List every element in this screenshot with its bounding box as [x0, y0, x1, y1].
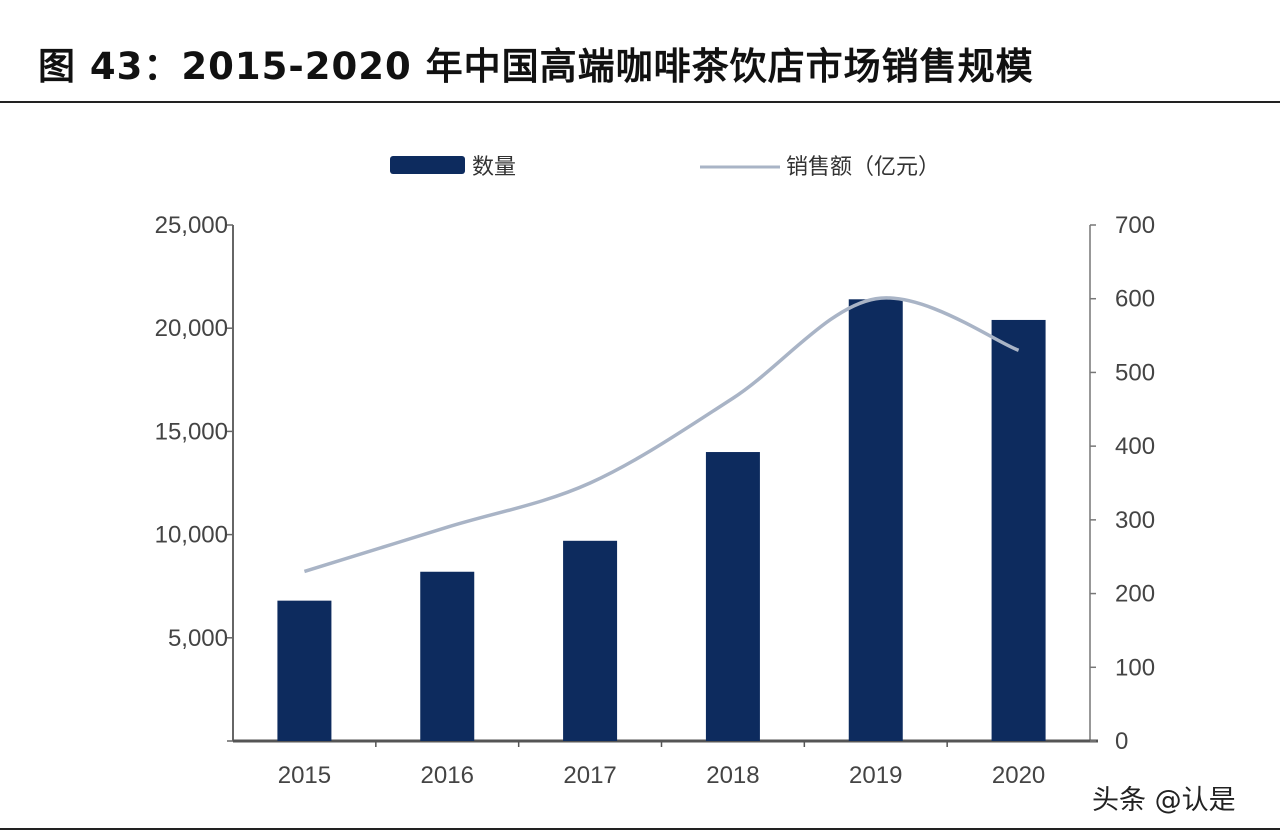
x-tick-label: 2019 [849, 762, 902, 789]
right-tick-label: 300 [1115, 507, 1155, 534]
left-tick-label: 10,000 [155, 522, 228, 549]
legend-bar-swatch [390, 156, 465, 174]
right-tick-label: 400 [1115, 433, 1155, 460]
right-tick-label: 700 [1115, 212, 1155, 239]
bar-2020 [991, 319, 1046, 741]
right-tick-label: 200 [1115, 581, 1155, 608]
right-tick-label: 600 [1115, 286, 1155, 313]
left-tick-label: 25,000 [155, 212, 228, 239]
bar-2019 [848, 299, 903, 741]
legend-line-label: 销售额（亿元） [786, 155, 940, 180]
right-tick-label: 100 [1115, 654, 1155, 681]
x-tick-label: 2018 [706, 762, 759, 789]
left-tick-label: 5,000 [168, 625, 228, 652]
bar-2018 [705, 452, 760, 741]
x-tick-label: 2015 [278, 762, 331, 789]
bar-2017 [563, 540, 618, 741]
right-tick-label: 500 [1115, 359, 1155, 386]
x-tick-label: 2020 [992, 762, 1045, 789]
left-tick-label: 15,000 [155, 418, 228, 445]
left-tick-label: 20,000 [155, 315, 228, 342]
right-tick-label: 0 [1115, 728, 1128, 755]
bottom-divider [0, 828, 1280, 830]
sales-line [303, 296, 1020, 574]
bar-2015 [277, 600, 332, 741]
chart-title: 图 43：2015-2020 年中国高端咖啡茶饮店市场销售规模 [38, 45, 1034, 88]
watermark: 头条 @认是 [1092, 785, 1236, 816]
x-tick-label: 2016 [421, 762, 474, 789]
bar-2016 [420, 571, 475, 741]
top-divider [0, 101, 1280, 103]
legend-bar-label: 数量 [472, 155, 516, 180]
x-tick-label: 2017 [563, 762, 616, 789]
